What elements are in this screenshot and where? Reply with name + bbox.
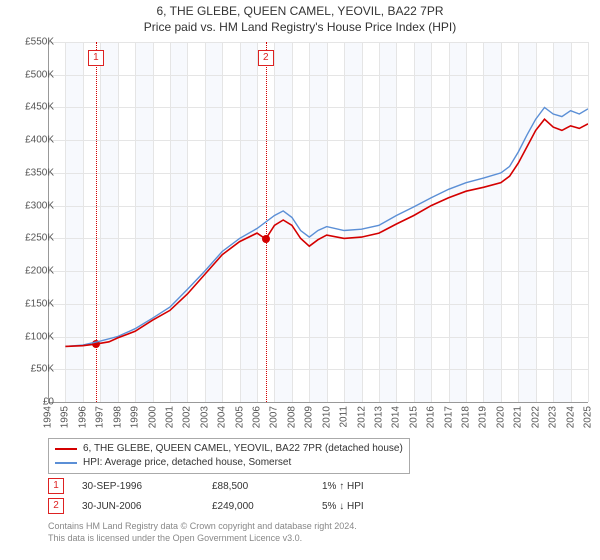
- x-tick-label: 2019: [478, 406, 489, 428]
- y-tick-label: £150K: [8, 298, 54, 309]
- legend-label: HPI: Average price, detached house, Some…: [83, 456, 291, 470]
- series-hpi: [65, 108, 588, 347]
- sale-row: 1 30-SEP-1996£88,5001% ↑ HPI: [48, 478, 364, 494]
- x-tick-label: 2001: [164, 406, 175, 428]
- chart-subtitle: Price paid vs. HM Land Registry's House …: [0, 18, 600, 40]
- x-tick-label: 2009: [304, 406, 315, 428]
- x-tick-label: 2011: [339, 406, 350, 428]
- chart-title: 6, THE GLEBE, QUEEN CAMEL, YEOVIL, BA22 …: [0, 0, 600, 18]
- x-tick-label: 2013: [373, 406, 384, 428]
- x-tick-label: 2012: [356, 406, 367, 428]
- footer-attribution: Contains HM Land Registry data © Crown c…: [48, 520, 357, 544]
- y-tick-label: £50K: [8, 364, 54, 375]
- x-tick-label: 1996: [77, 406, 88, 428]
- legend: 6, THE GLEBE, QUEEN CAMEL, YEOVIL, BA22 …: [48, 438, 410, 474]
- x-tick-label: 2006: [252, 406, 263, 428]
- y-tick-label: £550K: [8, 37, 54, 48]
- x-tick-label: 1994: [43, 406, 54, 428]
- series-property: [65, 119, 588, 346]
- x-tick-label: 2008: [286, 406, 297, 428]
- y-tick-label: £400K: [8, 135, 54, 146]
- legend-row: HPI: Average price, detached house, Some…: [55, 456, 403, 470]
- x-tick-label: 2021: [513, 406, 524, 428]
- y-tick-label: £450K: [8, 102, 54, 113]
- sales-table: 1 30-SEP-1996£88,5001% ↑ HPI 2 30-JUN-2006£…: [48, 478, 364, 518]
- x-tick-label: 2016: [426, 406, 437, 428]
- y-tick-label: £0: [8, 397, 54, 408]
- x-tick-label: 2024: [565, 406, 576, 428]
- footer-line2: This data is licensed under the Open Gov…: [48, 532, 357, 544]
- x-tick-label: 2010: [321, 406, 332, 428]
- sale-price: £88,500: [212, 481, 322, 492]
- x-tick-label: 2023: [548, 406, 559, 428]
- sale-row-marker: 1: [48, 478, 64, 494]
- x-axis: [48, 402, 588, 403]
- chart-area: 12: [48, 42, 588, 402]
- x-tick-label: 2000: [147, 406, 158, 428]
- sale-hpi: 1% ↑ HPI: [322, 481, 364, 492]
- x-tick-label: 1999: [130, 406, 141, 428]
- x-tick-label: 2003: [199, 406, 210, 428]
- x-tick-label: 2004: [217, 406, 228, 428]
- y-tick-label: £100K: [8, 331, 54, 342]
- sale-date: 30-JUN-2006: [82, 501, 212, 512]
- sale-date: 30-SEP-1996: [82, 481, 212, 492]
- x-tick-label: 2007: [269, 406, 280, 428]
- x-tick-label: 1997: [95, 406, 106, 428]
- x-tick-label: 1998: [112, 406, 123, 428]
- chart-lines: [48, 42, 588, 402]
- legend-swatch: [55, 448, 77, 450]
- gridline-v: [588, 42, 589, 402]
- y-tick-label: £250K: [8, 233, 54, 244]
- x-tick-label: 1995: [60, 406, 71, 428]
- legend-label: 6, THE GLEBE, QUEEN CAMEL, YEOVIL, BA22 …: [83, 442, 403, 456]
- footer-line1: Contains HM Land Registry data © Crown c…: [48, 520, 357, 532]
- y-tick-label: £500K: [8, 69, 54, 80]
- y-tick-label: £350K: [8, 167, 54, 178]
- legend-swatch: [55, 462, 77, 464]
- x-tick-label: 2017: [443, 406, 454, 428]
- sale-row: 2 30-JUN-2006£249,0005% ↓ HPI: [48, 498, 364, 514]
- x-tick-label: 2018: [461, 406, 472, 428]
- legend-row: 6, THE GLEBE, QUEEN CAMEL, YEOVIL, BA22 …: [55, 442, 403, 456]
- sale-hpi: 5% ↓ HPI: [322, 501, 364, 512]
- x-tick-label: 2005: [234, 406, 245, 428]
- x-tick-label: 2020: [495, 406, 506, 428]
- x-tick-label: 2002: [182, 406, 193, 428]
- x-tick-label: 2025: [583, 406, 594, 428]
- y-tick-label: £200K: [8, 266, 54, 277]
- y-tick-label: £300K: [8, 200, 54, 211]
- sale-row-marker: 2: [48, 498, 64, 514]
- x-tick-label: 2014: [391, 406, 402, 428]
- x-tick-label: 2022: [530, 406, 541, 428]
- sale-price: £249,000: [212, 501, 322, 512]
- x-tick-label: 2015: [408, 406, 419, 428]
